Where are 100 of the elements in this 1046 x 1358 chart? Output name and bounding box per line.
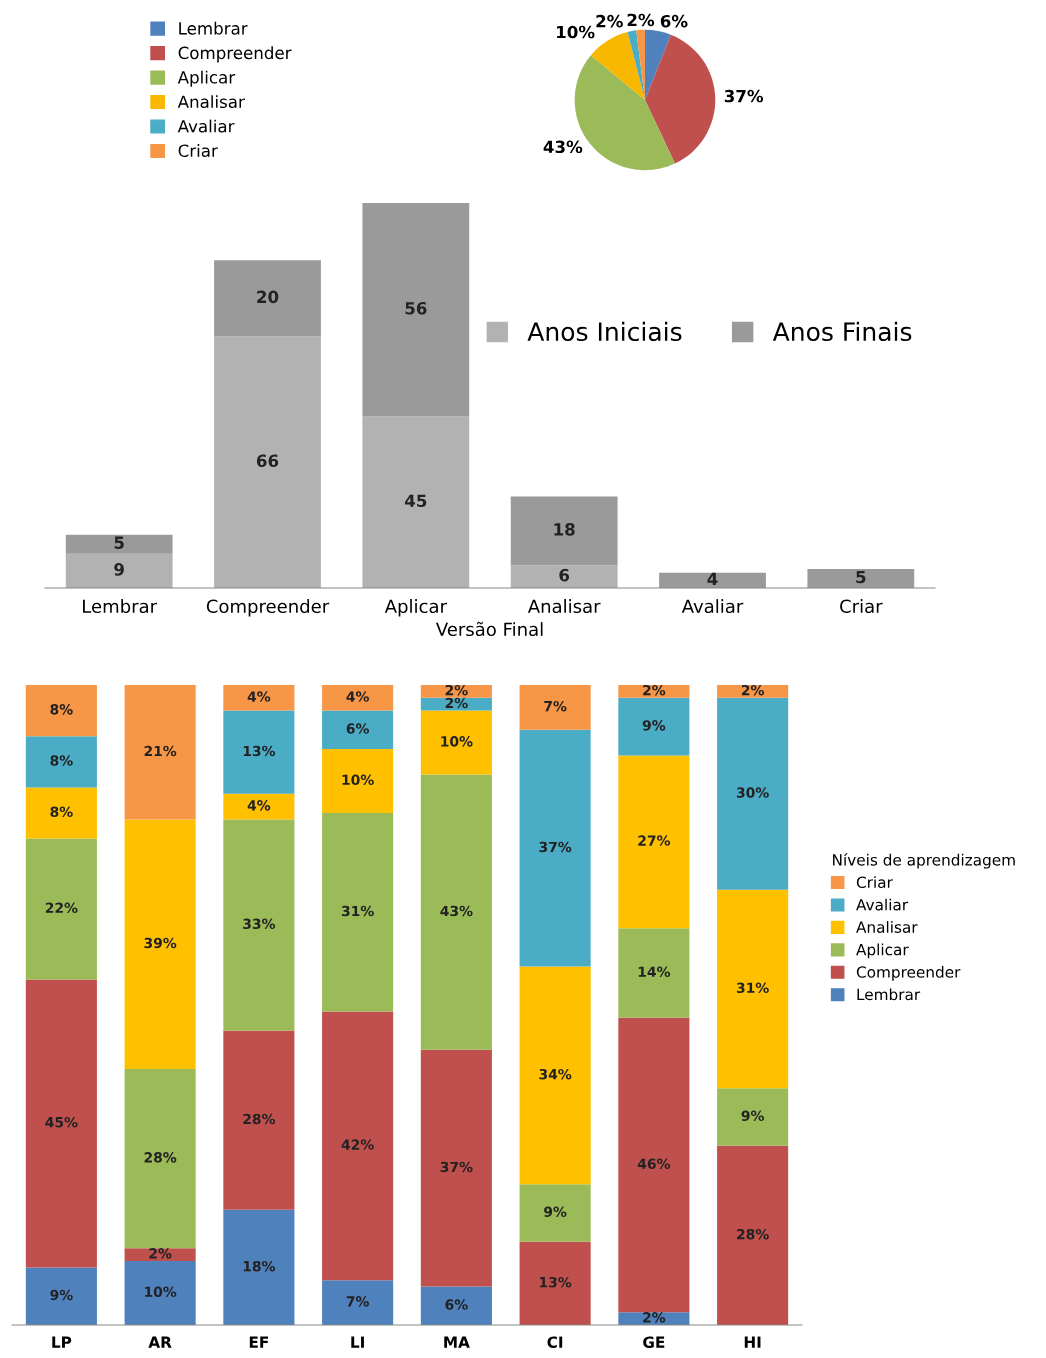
bar	[25, 1267, 97, 1325]
legend-label: Analisar	[177, 95, 245, 109]
data-label: 37%	[440, 1161, 473, 1173]
data-label: 66	[256, 454, 279, 468]
bar	[124, 1261, 196, 1325]
x-tick-label: CI	[547, 1336, 563, 1348]
bar	[322, 749, 394, 813]
data-label: 2%	[149, 1248, 172, 1259]
legend-label: Criar	[178, 144, 218, 158]
x-tick-label: Analisar	[527, 599, 601, 614]
data-label: 6%	[660, 14, 688, 28]
bar	[223, 710, 295, 794]
legend-label: Analisar	[856, 921, 918, 933]
data-label: 31%	[736, 982, 769, 994]
bar	[807, 568, 915, 588]
data-label: 6%	[445, 1299, 468, 1310]
data-label: 13%	[540, 1276, 572, 1288]
bar	[25, 838, 97, 980]
legend-title: Níveis de aprendizagem	[833, 853, 1015, 869]
data-label: 7%	[544, 700, 567, 712]
data-label: 45	[404, 494, 427, 508]
x-tick-label: HI	[744, 1336, 761, 1348]
data-label: 42%	[341, 1139, 374, 1150]
bar	[322, 813, 394, 1012]
legend-label: Anos Iniciais	[527, 321, 682, 342]
data-label: 43%	[543, 140, 583, 154]
bar	[618, 1017, 690, 1313]
bar	[25, 736, 97, 788]
legend-label: Compreender	[178, 46, 292, 63]
bar	[223, 685, 295, 711]
data-label: 21%	[144, 745, 177, 757]
bar	[420, 1049, 492, 1287]
data-label: 20	[257, 290, 279, 304]
data-label: 31%	[341, 905, 374, 917]
bar	[618, 755, 690, 929]
legend-label: Compreender	[856, 965, 961, 981]
bar	[65, 553, 173, 588]
data-label: 18	[554, 523, 575, 536]
data-label: 7%	[346, 1296, 369, 1307]
data-label: 2%	[627, 13, 655, 27]
data-label: 2%	[643, 1312, 666, 1323]
data-label: 10%	[557, 25, 595, 39]
bar	[420, 685, 492, 698]
data-label: 4%	[247, 800, 271, 811]
data-label: 2%	[643, 684, 666, 696]
legend-label: Anos Finais	[772, 321, 912, 342]
legend-label: Lembrar	[179, 21, 248, 35]
data-label: 18%	[243, 1260, 276, 1272]
x-axis-title: Versão Final	[435, 621, 543, 637]
bar	[510, 496, 618, 566]
data-label: 9%	[642, 720, 666, 731]
bar	[420, 710, 492, 775]
bar	[124, 819, 196, 1069]
data-label: 10%	[441, 736, 473, 747]
x-tick-label: Criar	[840, 599, 883, 614]
legend-label: Aplicar	[177, 70, 236, 87]
data-label: 6%	[346, 723, 369, 734]
x-tick-label: LP	[52, 1336, 72, 1348]
data-label: 9	[114, 563, 124, 576]
legend-label: Avaliar	[177, 119, 235, 133]
data-label: 2%	[596, 14, 623, 28]
data-label: 4%	[247, 691, 271, 702]
bar	[25, 787, 97, 839]
bar	[420, 774, 492, 1050]
bar	[124, 685, 196, 820]
legend-label: Lembrar	[857, 988, 921, 1001]
bar	[223, 793, 295, 820]
data-label: 37%	[724, 89, 764, 103]
bar	[124, 1069, 196, 1249]
bar	[717, 685, 789, 698]
data-label: 56	[405, 301, 427, 315]
data-label: 8%	[50, 755, 73, 766]
x-tick-label: GE	[643, 1336, 665, 1348]
bar	[618, 685, 690, 698]
bar	[519, 1241, 591, 1325]
data-label: 13%	[243, 745, 276, 757]
data-label: 8%	[50, 704, 73, 715]
x-tick-label: AR	[148, 1336, 172, 1348]
data-label: 6	[559, 568, 570, 582]
data-label: 9%	[741, 1110, 764, 1122]
x-tick-label: Aplicar	[384, 599, 447, 617]
data-label: 28%	[144, 1152, 177, 1163]
data-label: 27%	[638, 835, 671, 846]
data-label: 9%	[50, 1289, 73, 1301]
x-tick-label: Avaliar	[681, 599, 744, 614]
bar	[717, 889, 789, 1089]
x-tick-label: LI	[351, 1336, 364, 1348]
data-label: 5	[114, 536, 124, 549]
bar	[322, 1280, 394, 1325]
data-label: 43%	[440, 905, 473, 917]
bar	[519, 1184, 591, 1242]
bar	[25, 979, 97, 1268]
bar	[519, 685, 591, 730]
data-label: 8%	[50, 806, 73, 818]
data-label: 10%	[145, 1286, 177, 1298]
bar	[717, 1088, 789, 1146]
bar	[362, 416, 470, 588]
bar	[420, 697, 492, 711]
data-label: 45%	[45, 1116, 78, 1128]
bar	[25, 685, 97, 737]
